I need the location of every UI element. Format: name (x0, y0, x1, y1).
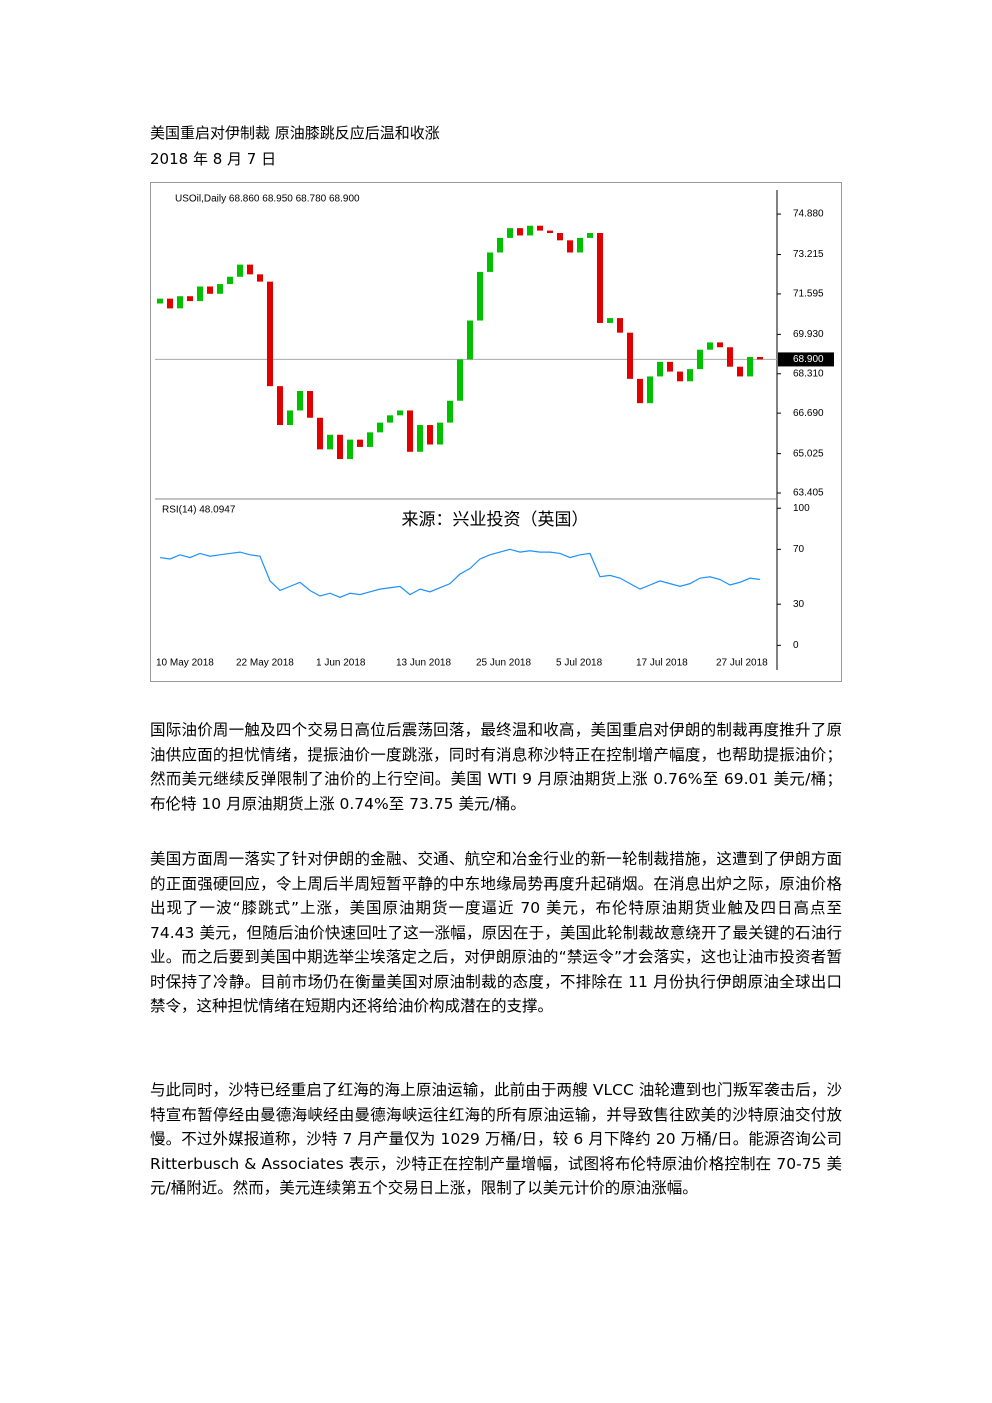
y-tick-label: 65.025 (793, 448, 824, 459)
candle (597, 233, 603, 323)
x-tick-label: 27 Jul 2018 (716, 658, 768, 669)
candle (497, 237, 503, 253)
candle (377, 422, 383, 433)
candle (187, 296, 193, 302)
candle (307, 391, 313, 418)
last-price-label: 68.900 (793, 354, 824, 365)
candle (727, 347, 733, 367)
candle (337, 434, 343, 460)
candle (157, 298, 163, 304)
paragraph: 美国方面周一落实了针对伊朗的金融、交通、航空和冶金行业的新一轮制裁措施，这遭到了… (150, 850, 842, 1015)
candle (607, 318, 613, 323)
candle (627, 332, 633, 379)
candle (327, 434, 333, 450)
candle (687, 369, 693, 382)
candle (717, 342, 723, 348)
rsi-label: RSI(14) 48.0947 (162, 505, 236, 516)
candle (277, 386, 283, 426)
chart: USOil,Daily 68.860 68.950 68.780 68.900 … (150, 182, 842, 682)
candle (317, 417, 323, 450)
candle (517, 228, 523, 236)
candle (547, 230, 553, 234)
candle (667, 361, 673, 372)
rsi-tick-label: 0 (793, 640, 799, 651)
candle (217, 284, 223, 294)
candle (367, 432, 373, 447)
x-tick-label: 5 Jul 2018 (556, 658, 603, 669)
candle (357, 439, 363, 447)
candle (577, 237, 583, 253)
candle (567, 240, 573, 253)
candle (257, 274, 263, 282)
candle (457, 359, 463, 401)
candle (557, 233, 563, 241)
candle (757, 356, 763, 360)
candle (287, 410, 293, 426)
candle (387, 415, 393, 423)
y-tick-label: 63.405 (793, 488, 824, 499)
candle (617, 318, 623, 333)
y-tick-label: 73.215 (793, 249, 824, 260)
candle (637, 378, 643, 404)
candle (437, 422, 443, 445)
candle (527, 225, 533, 236)
candle (747, 356, 753, 377)
y-tick-label: 71.595 (793, 289, 824, 300)
chart-frame (150, 182, 842, 682)
candle (237, 264, 243, 277)
candle (207, 286, 213, 294)
candle (417, 425, 423, 452)
candle (477, 271, 483, 321)
candle (297, 391, 303, 411)
rsi-tick-label: 30 (793, 599, 805, 610)
candle (677, 371, 683, 382)
rsi-tick-label: 100 (793, 503, 810, 514)
candle (587, 233, 593, 238)
y-tick-label: 68.310 (793, 368, 824, 379)
x-tick-label: 1 Jun 2018 (316, 658, 366, 669)
x-tick-label: 10 May 2018 (156, 658, 214, 669)
candle (197, 286, 203, 302)
candle (407, 410, 413, 452)
candle (397, 410, 403, 416)
candle (227, 276, 233, 285)
paragraph: 国际油价周一触及四个交易日高位后震荡回落，最终温和收高，美国重启对伊朗的制裁再度… (150, 721, 842, 813)
candle (647, 376, 653, 404)
x-tick-label: 22 May 2018 (236, 658, 294, 669)
paragraph: 与此同时，沙特已经重启了红海的海上原油运输，此前由于两艘 VLCC 油轮遭到也门… (150, 1081, 842, 1197)
x-tick-label: 13 Jun 2018 (396, 658, 451, 669)
x-tick-label: 17 Jul 2018 (636, 658, 688, 669)
candle (657, 361, 663, 377)
y-tick-label: 66.690 (793, 408, 824, 419)
candle (267, 281, 273, 387)
source-note: 来源：兴业投资（英国） (402, 510, 589, 530)
candle (427, 425, 433, 445)
candle (447, 400, 453, 423)
doc-date: 2018 年 8 月 7 日 (150, 150, 277, 168)
candle (537, 225, 543, 231)
candle (507, 228, 513, 238)
x-tick-label: 25 Jun 2018 (476, 658, 531, 669)
doc-title: 美国重启对伊制裁 原油膝跳反应后温和收涨 (150, 124, 440, 142)
candle (167, 298, 173, 309)
candle (707, 342, 713, 350)
last-price-box (778, 352, 834, 367)
candle (697, 349, 703, 370)
candle (487, 252, 493, 272)
candle (347, 439, 353, 460)
rsi-tick-label: 70 (793, 544, 805, 555)
candle (177, 296, 183, 309)
candle (467, 320, 473, 360)
candle (247, 264, 253, 275)
y-tick-label: 74.880 (793, 209, 824, 220)
y-tick-label: 69.930 (793, 329, 824, 340)
rsi-line (159, 548, 761, 598)
chart-header: USOil,Daily 68.860 68.950 68.780 68.900 (175, 194, 360, 205)
candle (737, 366, 743, 377)
